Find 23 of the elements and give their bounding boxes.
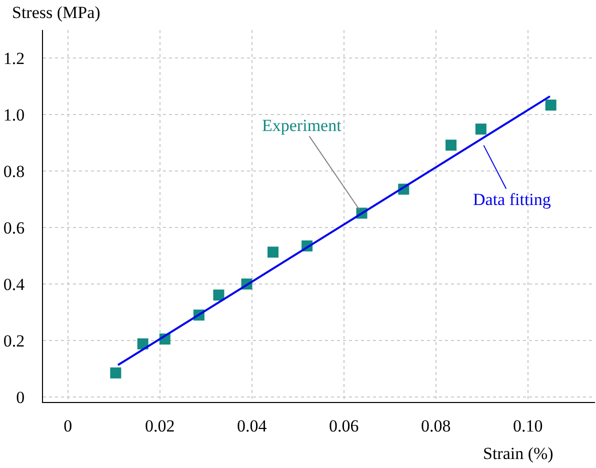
annotation: Experiment bbox=[262, 116, 342, 135]
y-axis-title: Stress (MPa) bbox=[12, 3, 100, 22]
point bbox=[446, 140, 457, 151]
point bbox=[213, 290, 224, 301]
y-tick-label: 0.4 bbox=[3, 274, 26, 294]
point bbox=[475, 124, 486, 135]
x-tick-label: 0 bbox=[64, 416, 72, 436]
annotation: Data fitting bbox=[473, 190, 552, 209]
x-axis-title: Strain (%) bbox=[483, 444, 554, 463]
point bbox=[545, 100, 556, 111]
y-tick-label: 0 bbox=[16, 388, 25, 407]
x-tick-label: 0.04 bbox=[236, 416, 268, 436]
point bbox=[110, 367, 122, 378]
y-tick-label: 1.0 bbox=[3, 106, 25, 125]
x-tick-label: 0.10 bbox=[512, 416, 543, 436]
x-tick-label: 0.06 bbox=[328, 416, 359, 436]
x-tick-label: 0.08 bbox=[420, 416, 451, 436]
y-tick-label: 0.2 bbox=[3, 331, 25, 350]
y-tick-label: 0.6 bbox=[3, 218, 25, 238]
x-tick-label: 0.02 bbox=[144, 416, 175, 436]
y-tick-label: 0.8 bbox=[3, 162, 25, 182]
y-tick-label: 1.2 bbox=[3, 49, 25, 68]
point bbox=[268, 246, 278, 258]
